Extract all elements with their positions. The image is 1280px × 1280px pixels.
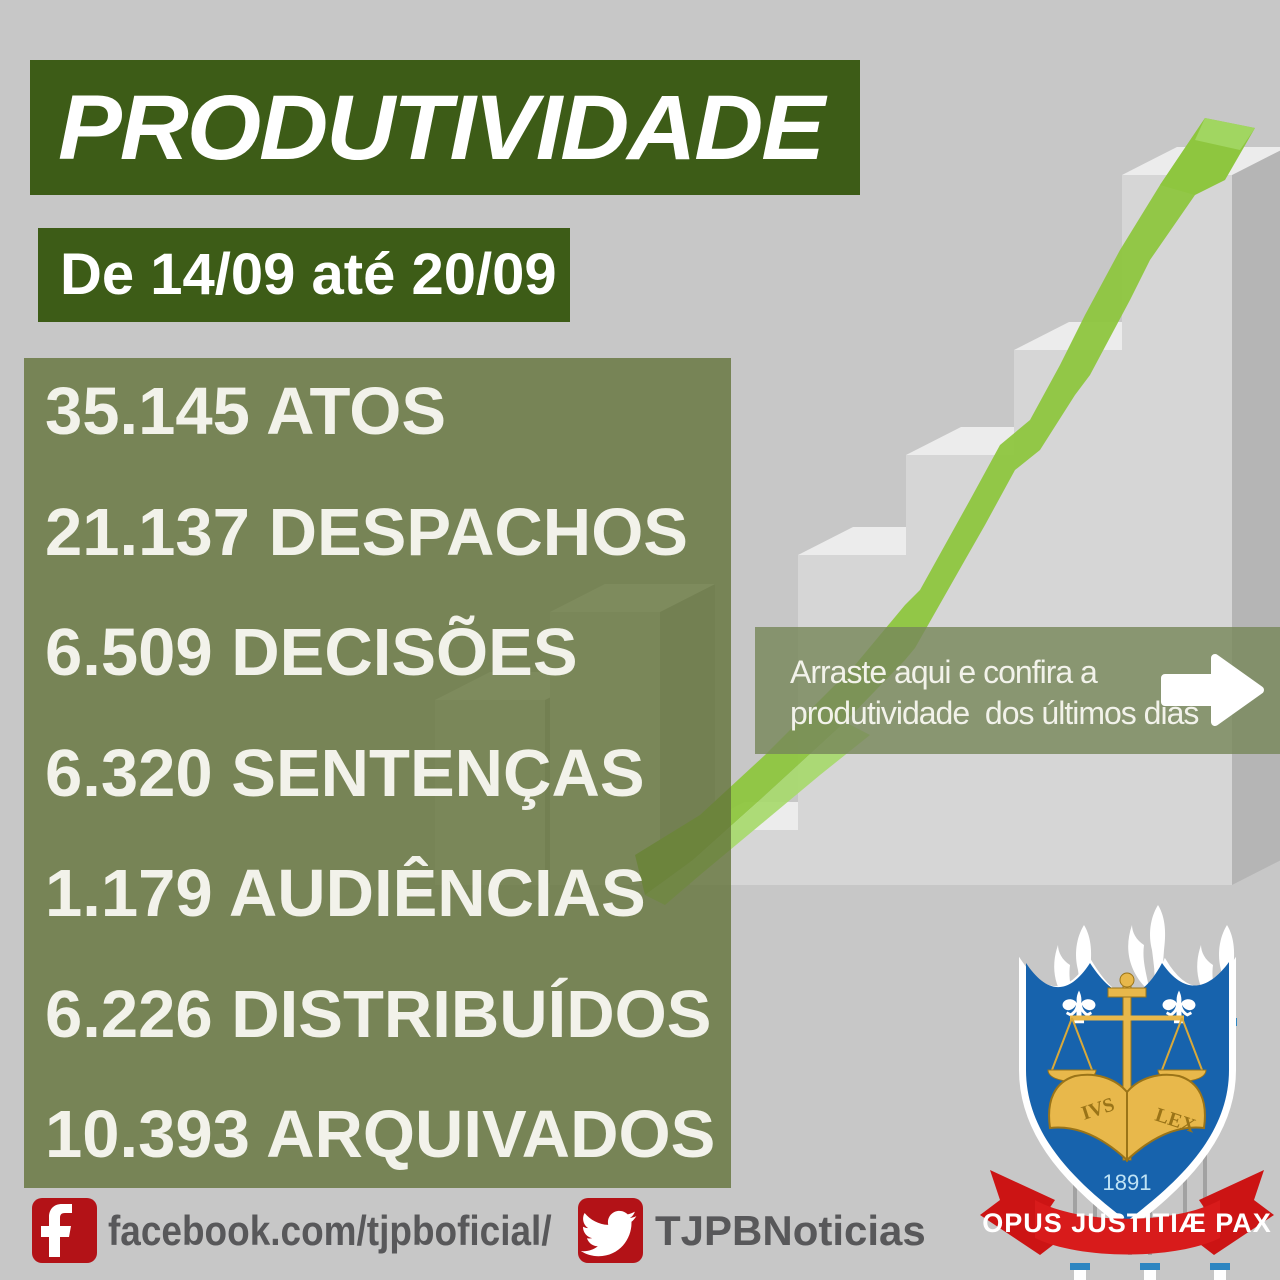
svg-text:1891: 1891 <box>1103 1170 1152 1195</box>
svg-text:OPUS JUSTITIÆ PAX: OPUS JUSTITIÆ PAX <box>982 1208 1272 1238</box>
